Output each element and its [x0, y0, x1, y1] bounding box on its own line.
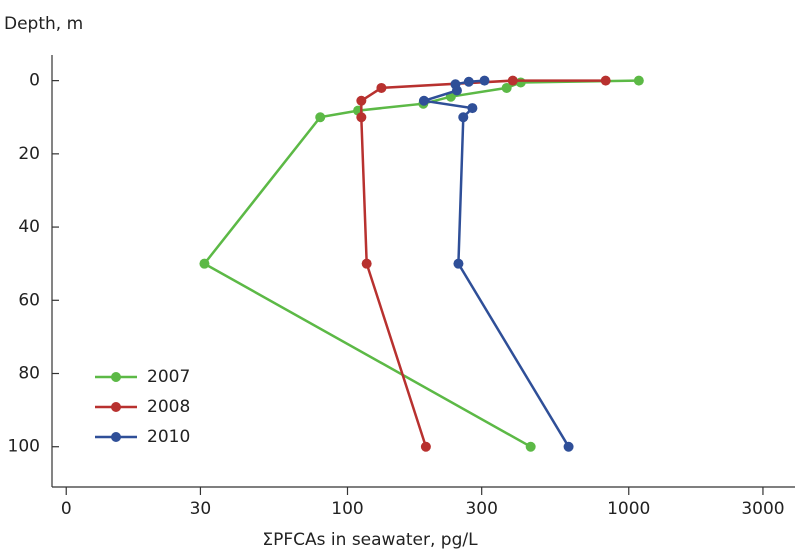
- data-point: [563, 441, 574, 452]
- data-point: [479, 75, 490, 86]
- x-tick-label: 3000: [741, 499, 784, 519]
- data-point: [451, 85, 462, 96]
- x-tick-label: 1000: [607, 499, 650, 519]
- x-tick-label: 300: [465, 499, 497, 519]
- legend-marker: [111, 372, 121, 382]
- data-point: [507, 75, 518, 86]
- legend-label: 2007: [147, 367, 190, 387]
- x-tick-label: 30: [190, 499, 212, 519]
- data-point: [418, 95, 429, 106]
- data-point: [525, 441, 536, 452]
- series-line: [423, 79, 570, 448]
- y-tick-label: 80: [18, 364, 40, 384]
- legend-marker: [111, 432, 121, 442]
- y-tick-label: 100: [8, 437, 40, 457]
- y-tick-label: 20: [18, 144, 40, 164]
- data-point: [420, 441, 431, 452]
- x-tick-label: 100: [331, 499, 363, 519]
- x-axis-label: ΣPFCAs in seawater, pg/L: [262, 530, 478, 550]
- data-point: [453, 258, 464, 269]
- y-tick-label: 40: [18, 217, 40, 237]
- data-point: [600, 75, 611, 86]
- data-point: [356, 112, 367, 123]
- data-point: [199, 258, 210, 269]
- legend-label: 2008: [147, 397, 190, 417]
- data-point: [501, 82, 512, 93]
- series-line: [202, 79, 639, 448]
- y-tick-label: 60: [18, 290, 40, 310]
- data-point: [315, 112, 326, 123]
- data-point: [633, 75, 644, 86]
- x-tick-label: 0: [61, 499, 72, 519]
- data-point: [356, 95, 367, 106]
- legend-label: 2010: [147, 427, 190, 447]
- data-point: [467, 103, 478, 114]
- series-line: [360, 79, 606, 448]
- data-point: [463, 76, 474, 87]
- data-point: [458, 112, 469, 123]
- y-tick-label: 0: [29, 71, 40, 91]
- legend-marker: [111, 402, 121, 412]
- data-point: [361, 258, 372, 269]
- data-point: [376, 82, 387, 93]
- y-axis-label: Depth, m: [4, 14, 83, 34]
